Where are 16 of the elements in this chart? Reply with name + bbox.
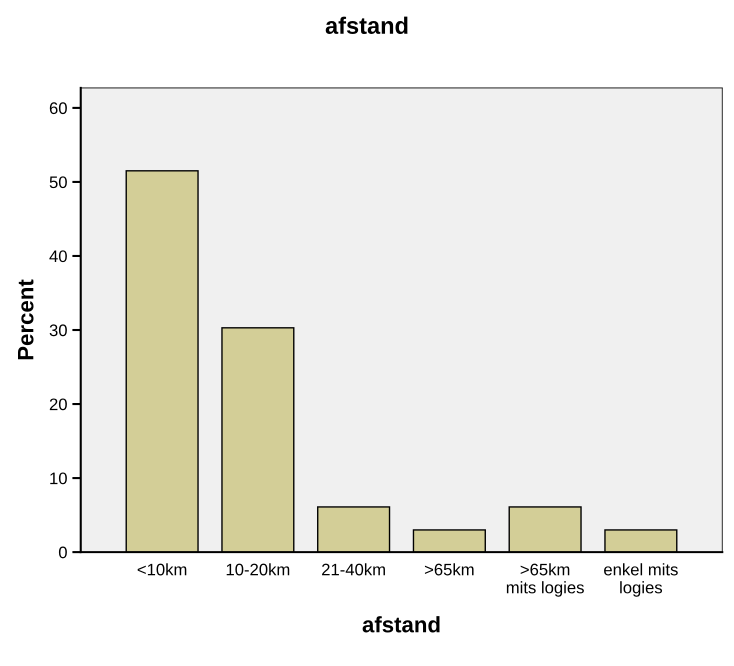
y-tick-label: 20 [50, 398, 67, 410]
x-tick-label: >65km mits logies [506, 563, 584, 597]
y-axis-title: Percent [18, 280, 34, 360]
y-tick-label: 60 [50, 102, 67, 114]
x-axis-title: afstand [362, 616, 440, 632]
y-tick-label: 50 [50, 176, 67, 188]
x-tick-label: 21-40km [322, 563, 385, 576]
x-tick-label: enkel mits logies [604, 563, 678, 597]
x-tick-label: 10-20km [226, 563, 290, 576]
y-tick-label: 30 [50, 324, 67, 336]
x-tick-label: >65km [424, 563, 474, 576]
y-tick-label: 0 [58, 546, 67, 558]
x-tick-label: <10km [138, 563, 186, 576]
chart-title: afstand [326, 16, 408, 34]
y-tick-label: 40 [49, 250, 67, 262]
y-tick-label: 10 [50, 472, 67, 484]
